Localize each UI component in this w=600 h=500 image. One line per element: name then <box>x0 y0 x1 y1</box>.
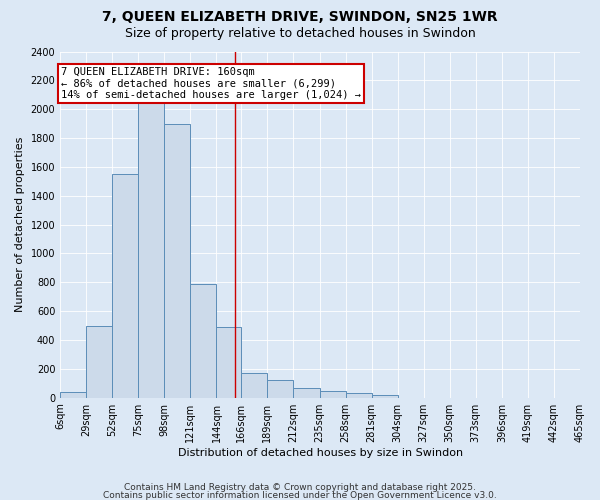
Text: 7, QUEEN ELIZABETH DRIVE, SWINDON, SN25 1WR: 7, QUEEN ELIZABETH DRIVE, SWINDON, SN25 … <box>102 10 498 24</box>
Y-axis label: Number of detached properties: Number of detached properties <box>15 137 25 312</box>
Text: Contains public sector information licensed under the Open Government Licence v3: Contains public sector information licen… <box>103 491 497 500</box>
Text: Contains HM Land Registry data © Crown copyright and database right 2025.: Contains HM Land Registry data © Crown c… <box>124 484 476 492</box>
Bar <box>293 388 320 398</box>
Bar <box>268 380 293 398</box>
X-axis label: Distribution of detached houses by size in Swindon: Distribution of detached houses by size … <box>178 448 463 458</box>
Bar <box>139 95 164 398</box>
Bar <box>190 284 217 398</box>
Bar <box>346 394 371 398</box>
Text: Size of property relative to detached houses in Swindon: Size of property relative to detached ho… <box>125 28 475 40</box>
Bar <box>86 326 112 398</box>
Bar <box>241 373 268 398</box>
Bar <box>60 392 86 398</box>
Bar <box>320 391 346 398</box>
Bar <box>164 124 190 398</box>
Bar <box>371 395 398 398</box>
Bar <box>217 327 241 398</box>
Text: 7 QUEEN ELIZABETH DRIVE: 160sqm
← 86% of detached houses are smaller (6,299)
14%: 7 QUEEN ELIZABETH DRIVE: 160sqm ← 86% of… <box>61 67 361 100</box>
Bar <box>112 174 139 398</box>
